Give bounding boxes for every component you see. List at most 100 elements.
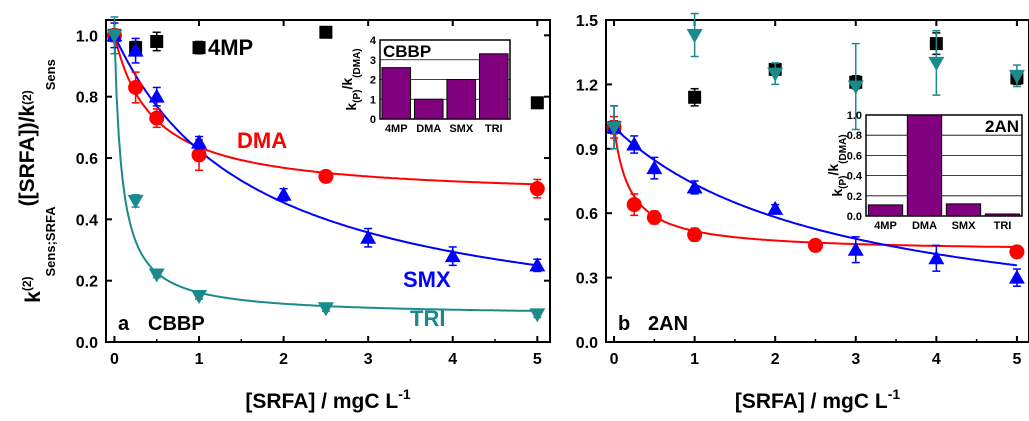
- inset-bar-smx: [446, 79, 477, 120]
- data-point-dma: [529, 181, 545, 197]
- inset-x-tick-label: 4MP: [385, 123, 408, 135]
- fit-curve-smx: [613, 126, 1017, 267]
- inset-y-tick-label: 1.0: [847, 110, 862, 122]
- data-point-smx: [360, 229, 377, 244]
- x-tick-label: 0: [110, 351, 119, 368]
- data-point-dma: [149, 110, 165, 126]
- x-tick-label: 3: [851, 351, 860, 368]
- data-point-4mp: [319, 25, 333, 39]
- inset-x-tick-label: DMA: [912, 220, 937, 232]
- data-point-dma: [128, 79, 144, 95]
- data-point-smx: [686, 179, 703, 194]
- inset-x-tick-label: 4MP: [874, 220, 897, 232]
- data-point-smx: [1008, 269, 1025, 284]
- y-tick-label: 0.6: [76, 151, 98, 168]
- data-point-smx: [847, 241, 864, 256]
- data-point-dma: [646, 209, 662, 225]
- x-tick-label: 1: [690, 351, 699, 368]
- panel-a: 0 1 2 3 4 5 0.0 0.2 0.4 0.6 0.8 1.0 [SRFA] / mgC L-1…: [16, 16, 551, 413]
- x-tick-label: 5: [1012, 351, 1021, 368]
- inset-y-tick-label: 0.8: [847, 130, 862, 142]
- data-point-smx: [191, 134, 208, 149]
- inset-y-tick-label: 0.4: [847, 171, 863, 183]
- x-tick-label: 0: [610, 351, 619, 368]
- fit-curve-smx: [113, 34, 538, 267]
- inset-y-tick-label: 0.2: [847, 191, 862, 203]
- inset-bar-chart: 0.0 0.2 0.4 0.6 0.8 1.0 4MP DMA SMX TRI 2AN k(P)/k(…: [825, 110, 1023, 232]
- inset-bar-smx: [945, 203, 982, 217]
- inset-y-tick-label: 0: [370, 114, 376, 126]
- x-tick-label: 4: [448, 351, 457, 368]
- y-tick-label: 0.6: [576, 206, 598, 223]
- data-point-smx: [127, 42, 144, 57]
- plot-frame: [605, 19, 1029, 343]
- inset-x-tick-label: TRI: [485, 123, 503, 135]
- data-point-tri: [606, 121, 623, 136]
- data-point-smx: [529, 257, 546, 272]
- data-point-4mp: [192, 41, 206, 55]
- data-point-tri: [191, 290, 208, 304]
- inset-y-axis-title: k(P)/k(DMA): [825, 134, 849, 196]
- data-point-dma: [1009, 244, 1025, 260]
- inset-bar-tri: [478, 53, 509, 120]
- data-point-tri: [106, 29, 123, 44]
- inset-frame: [865, 114, 1023, 217]
- data-point-smx: [275, 186, 292, 201]
- panel-sensitizer-label: CBBP: [148, 313, 205, 335]
- x-tick-label: 5: [533, 351, 542, 368]
- data-point-smx: [444, 248, 461, 263]
- panel-b: 0 1 2 3 4 5 0.0 0.3 0.6 0.9 1.2 1.5 [SRFA] / mgC L-1…: [576, 12, 1029, 413]
- inset-bar-dma: [413, 98, 444, 120]
- data-point-smx: [148, 88, 165, 103]
- plot-frame: [105, 19, 551, 343]
- x-tick-label: 4: [932, 351, 941, 368]
- x-axis-title: [SRFA] / mgC L-1: [735, 386, 900, 413]
- data-point-dma: [807, 237, 823, 253]
- data-point-tri: [767, 67, 784, 82]
- inset-bar-dma: [906, 114, 943, 217]
- data-point-4mp: [688, 90, 702, 104]
- series-label-tri: TRI: [410, 306, 445, 331]
- inset-x-tick-label: DMA: [416, 123, 441, 135]
- inset-bar-4mp: [867, 204, 904, 217]
- inset-x-tick-label: SMX: [952, 220, 977, 232]
- y-tick-label: 1.0: [76, 28, 98, 45]
- y-tick-label: 0.0: [76, 335, 98, 352]
- inset-y-tick-label: 0.0: [847, 211, 862, 223]
- inset-x-tick-label: SMX: [449, 123, 474, 135]
- panel-letter: a: [118, 313, 130, 335]
- data-point-tri: [847, 80, 864, 95]
- y-tick-label: 0.4: [76, 212, 98, 229]
- data-point-dma: [626, 197, 642, 213]
- y-tick-label: 0.2: [76, 274, 98, 291]
- panel-letter: b: [618, 313, 630, 335]
- y-tick-label: 0.3: [576, 271, 598, 288]
- data-point-tri: [148, 268, 165, 283]
- data-point-smx: [928, 250, 945, 265]
- data-point-smx: [626, 136, 643, 151]
- inset-y-tick-label: 2: [370, 75, 376, 87]
- data-point-smx: [646, 160, 663, 175]
- x-tick-label: 3: [364, 351, 373, 368]
- data-point-tri: [928, 56, 945, 71]
- x-tick-label: 2: [771, 351, 780, 368]
- inset-bar-chart: 0 1 2 3 4 4MP DMA SMX TRI CBBP k(P)/k(DMA): [339, 35, 511, 135]
- inset-bar-tri: [984, 213, 1021, 217]
- inset-x-tick-label: TRI: [994, 220, 1012, 232]
- data-point-dma: [318, 168, 334, 184]
- inset-bar-4mp: [381, 67, 412, 120]
- y-tick-label: 0.8: [76, 90, 98, 107]
- data-point-dma: [687, 227, 703, 243]
- y-tick-label: 1.5: [576, 13, 598, 30]
- inset-y-tick-label: 0.6: [847, 150, 862, 162]
- inset-title: CBBP: [383, 42, 431, 61]
- panel-sensitizer-label: 2AN: [648, 313, 688, 335]
- series-label-dma: DMA: [237, 128, 287, 153]
- series-label-smx: SMX: [403, 267, 451, 292]
- data-point-4mp: [530, 96, 544, 110]
- x-tick-label: 1: [195, 351, 204, 368]
- inset-y-tick-label: 4: [370, 35, 377, 47]
- inset-title: 2AN: [985, 117, 1019, 136]
- data-point-4mp: [150, 34, 164, 48]
